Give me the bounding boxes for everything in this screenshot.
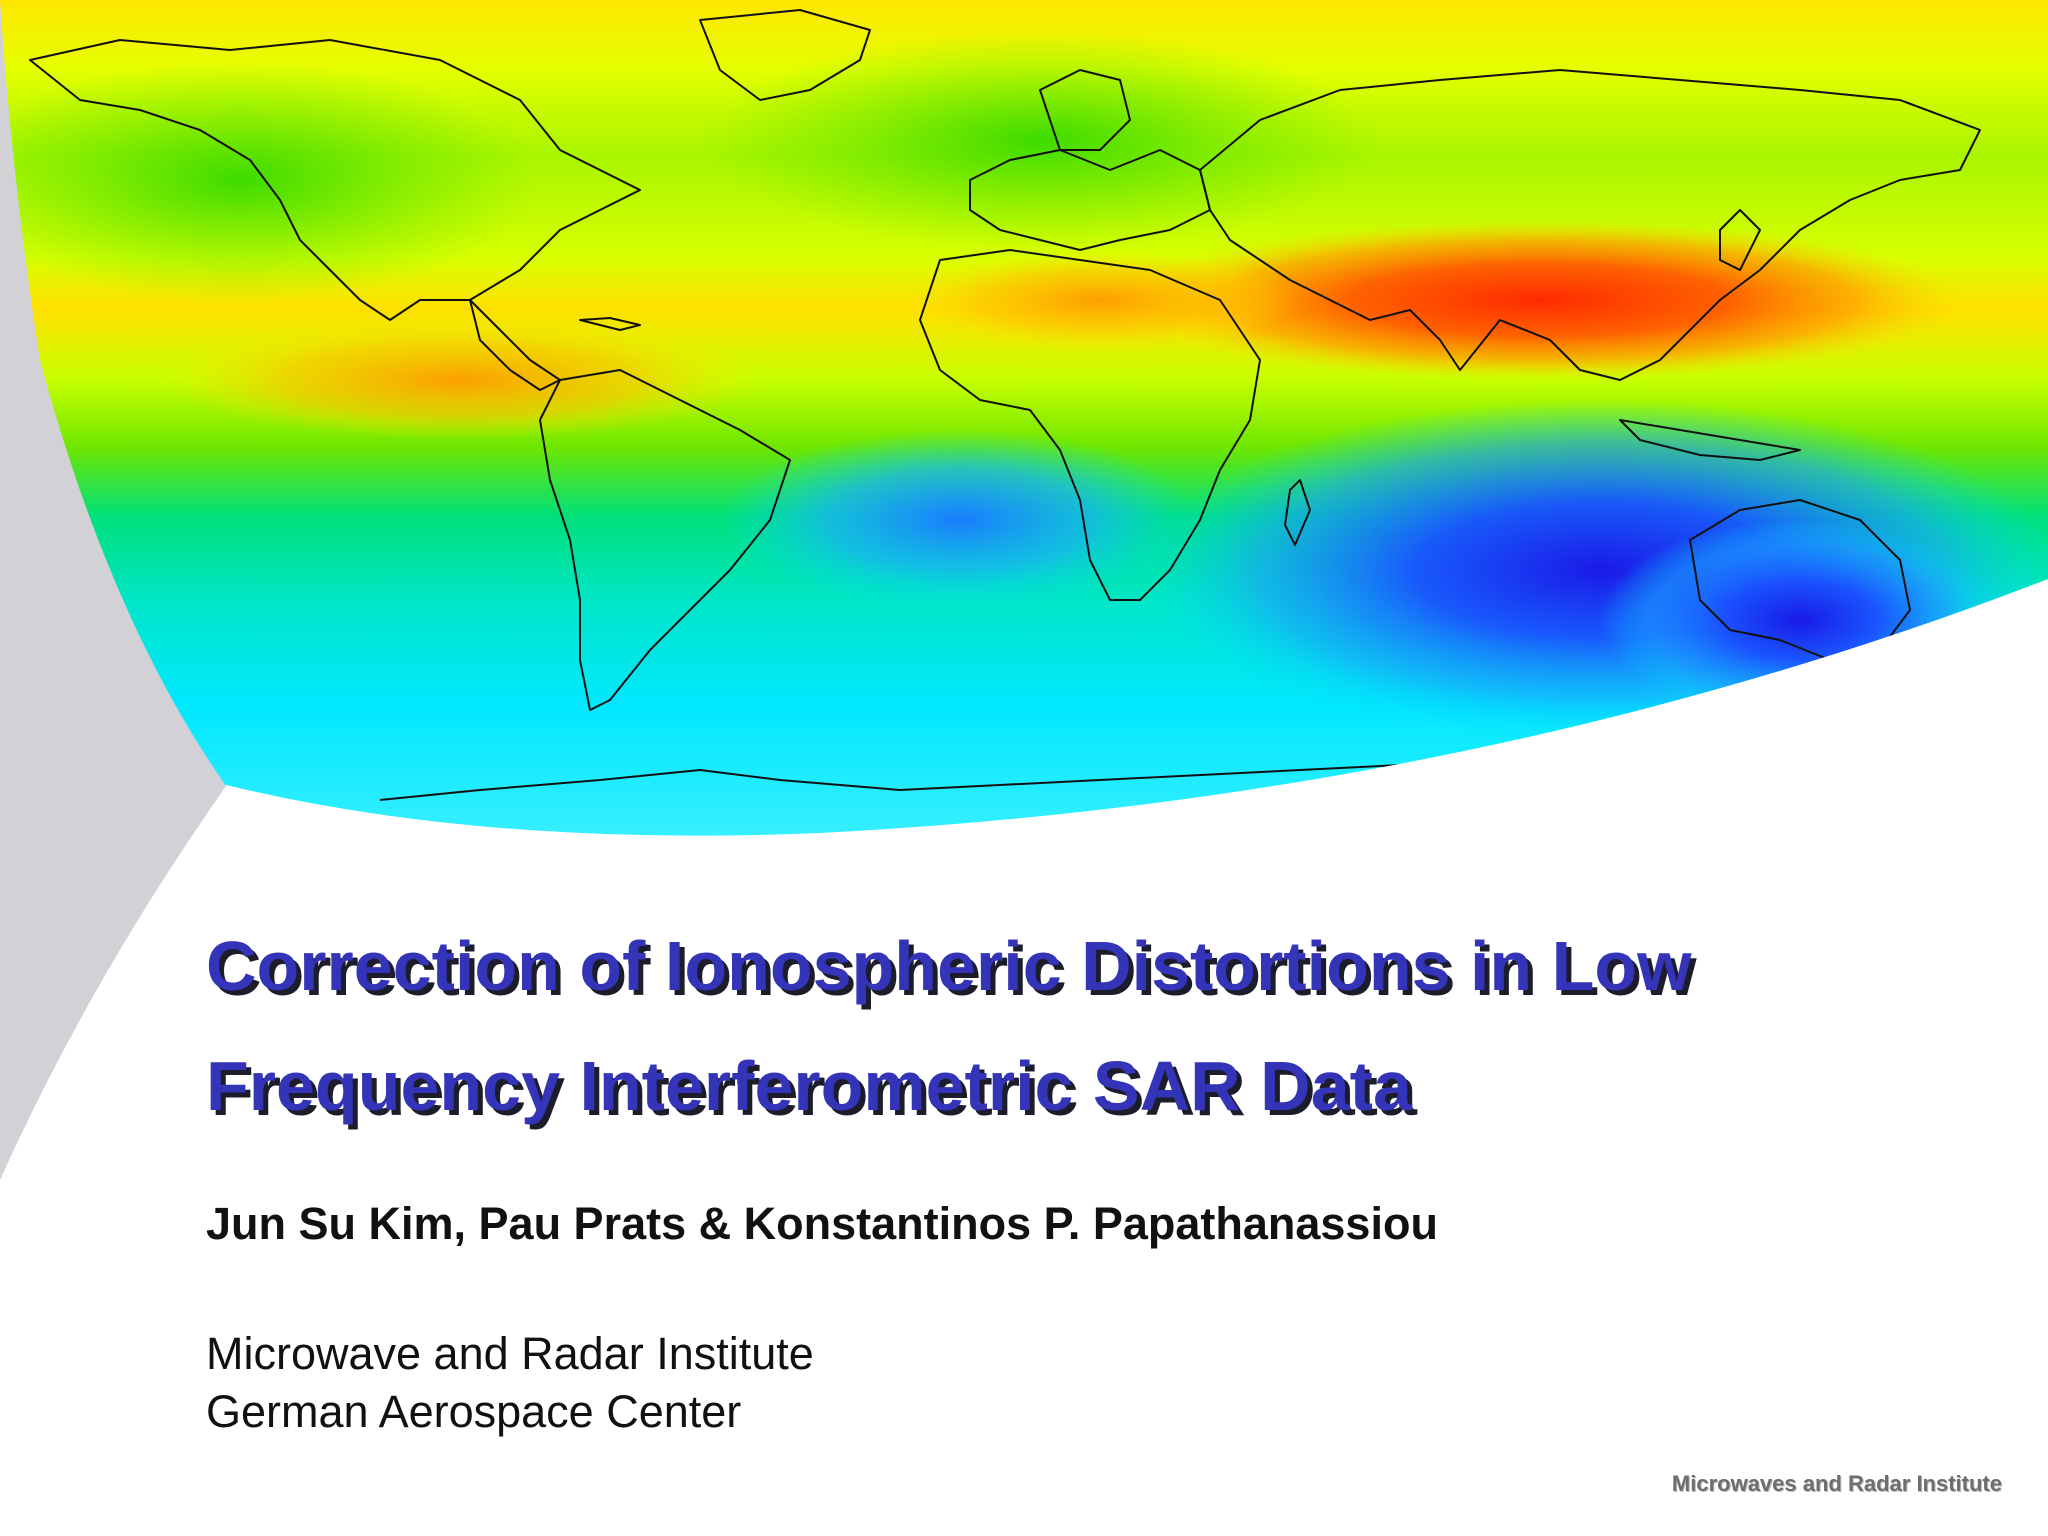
footer-institute-label: Microwaves and Radar Institute <box>1671 1471 2002 1496</box>
slide-title-line-1: Correction of Ionospheric Distortions in… <box>206 927 1692 1005</box>
author-list: Jun Su Kim, Pau Prats & Konstantinos P. … <box>206 1198 1438 1249</box>
affiliation-institute: Microwave and Radar Institute <box>206 1328 814 1379</box>
ionosphere-tec-world-map-icon <box>0 0 2048 837</box>
affiliation-center: German Aerospace Center <box>206 1386 742 1437</box>
slide-title-line-2: Frequency Interferometric SAR Data <box>206 1047 1412 1125</box>
